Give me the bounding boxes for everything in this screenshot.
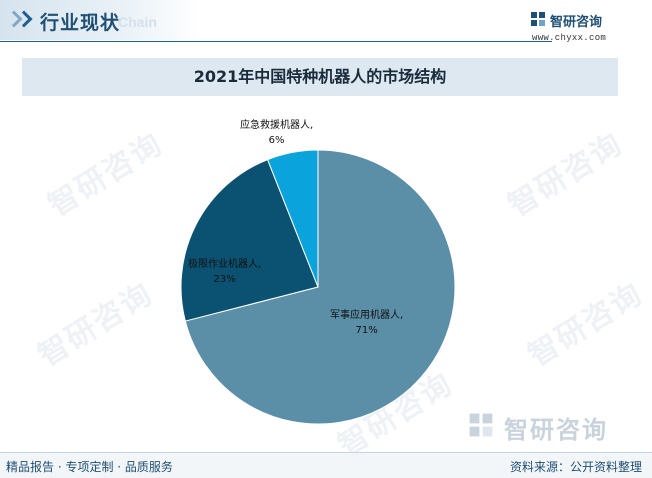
slice-label-extreme-pct: 23% xyxy=(213,274,236,285)
header-rule xyxy=(0,41,552,42)
pie-slice-military xyxy=(184,149,456,425)
header-band xyxy=(0,0,200,40)
footer-logo-icon xyxy=(469,413,493,437)
pie-chart-svg xyxy=(180,149,456,425)
page-header: 行业现状 Chain xyxy=(0,0,652,44)
brand-logo: 智研咨询 www.chyxx.com xyxy=(520,8,640,44)
section-ghost-text: Chain xyxy=(118,14,157,30)
footer-tagline: 精品报告 · 专项定制 · 品质服务 xyxy=(6,460,173,474)
slice-label-rescue: 应急救援机器人, 6% xyxy=(240,118,313,148)
data-source: 资料来源：公开资料整理 xyxy=(509,460,642,474)
pie-slice-rescue xyxy=(266,149,319,288)
brand-name: 智研咨询 xyxy=(550,15,603,30)
footer-rule xyxy=(0,452,652,453)
slice-label-rescue-name: 应急救援机器人, xyxy=(240,120,314,131)
footer-logo: 智研咨询 xyxy=(468,410,643,444)
chart-title: 2021年中国特种机器人的市场结构 xyxy=(193,67,447,86)
section-title: 行业现状 xyxy=(40,12,121,34)
slice-label-rescue-pct: 6% xyxy=(268,135,285,146)
page-footer: 精品报告 · 专项定制 · 品质服务 资料来源：公开资料整理 xyxy=(0,452,652,478)
brand-site: www.chyxx.com xyxy=(532,33,607,43)
slice-label-extreme-name: 极限作业机器人, xyxy=(188,259,262,270)
pie-chart: 军事应用机器人, 71% 极限作业机器人, 23% 应急救援机器人, 6% xyxy=(0,100,652,440)
slice-label-military-pct: 71% xyxy=(355,325,378,336)
slice-label-military: 军事应用机器人, 71% xyxy=(330,308,403,338)
chart-title-band: 2021年中国特种机器人的市场结构 xyxy=(22,58,618,96)
pie-slice-extreme xyxy=(180,158,319,322)
slice-label-military-name: 军事应用机器人, xyxy=(330,310,404,321)
slice-label-extreme: 极限作业机器人, 23% xyxy=(188,257,261,287)
brand-logo-icon xyxy=(531,12,545,26)
footer-logo-text: 智研咨询 xyxy=(504,416,608,444)
